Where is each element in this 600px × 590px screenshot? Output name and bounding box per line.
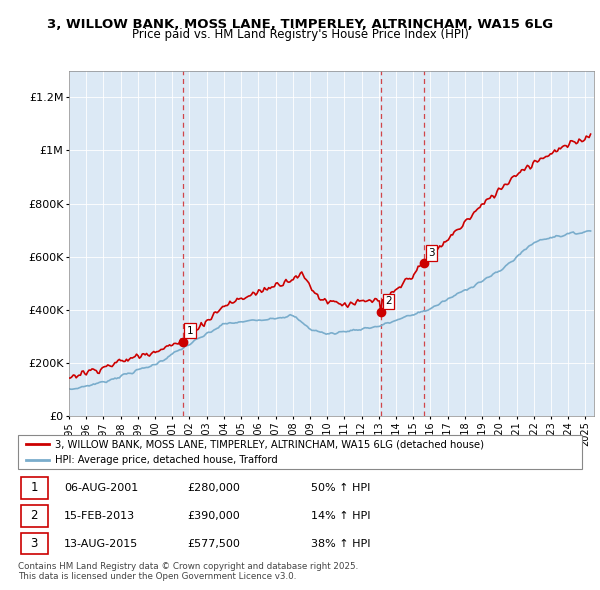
FancyBboxPatch shape bbox=[18, 435, 582, 469]
FancyBboxPatch shape bbox=[21, 504, 48, 526]
Text: HPI: Average price, detached house, Trafford: HPI: Average price, detached house, Traf… bbox=[55, 455, 277, 466]
Text: 06-AUG-2001: 06-AUG-2001 bbox=[64, 483, 139, 493]
Text: 13-AUG-2015: 13-AUG-2015 bbox=[64, 539, 139, 549]
Text: 3, WILLOW BANK, MOSS LANE, TIMPERLEY, ALTRINCHAM, WA15 6LG: 3, WILLOW BANK, MOSS LANE, TIMPERLEY, AL… bbox=[47, 18, 553, 31]
Text: £280,000: £280,000 bbox=[187, 483, 240, 493]
FancyBboxPatch shape bbox=[21, 477, 48, 499]
Text: 3, WILLOW BANK, MOSS LANE, TIMPERLEY, ALTRINCHAM, WA15 6LG (detached house): 3, WILLOW BANK, MOSS LANE, TIMPERLEY, AL… bbox=[55, 440, 484, 450]
Text: 50% ↑ HPI: 50% ↑ HPI bbox=[311, 483, 371, 493]
Text: 1: 1 bbox=[187, 326, 194, 336]
Text: 3: 3 bbox=[428, 248, 435, 258]
Text: Contains HM Land Registry data © Crown copyright and database right 2025.
This d: Contains HM Land Registry data © Crown c… bbox=[18, 562, 358, 581]
Text: 1: 1 bbox=[31, 481, 38, 494]
Text: 14% ↑ HPI: 14% ↑ HPI bbox=[311, 510, 371, 520]
Text: £577,500: £577,500 bbox=[187, 539, 240, 549]
FancyBboxPatch shape bbox=[21, 533, 48, 555]
Text: 2: 2 bbox=[385, 296, 392, 306]
Text: £390,000: £390,000 bbox=[187, 510, 240, 520]
Text: 2: 2 bbox=[31, 509, 38, 522]
Text: 38% ↑ HPI: 38% ↑ HPI bbox=[311, 539, 371, 549]
Text: Price paid vs. HM Land Registry's House Price Index (HPI): Price paid vs. HM Land Registry's House … bbox=[131, 28, 469, 41]
Text: 15-FEB-2013: 15-FEB-2013 bbox=[64, 510, 136, 520]
Text: 3: 3 bbox=[31, 537, 38, 550]
